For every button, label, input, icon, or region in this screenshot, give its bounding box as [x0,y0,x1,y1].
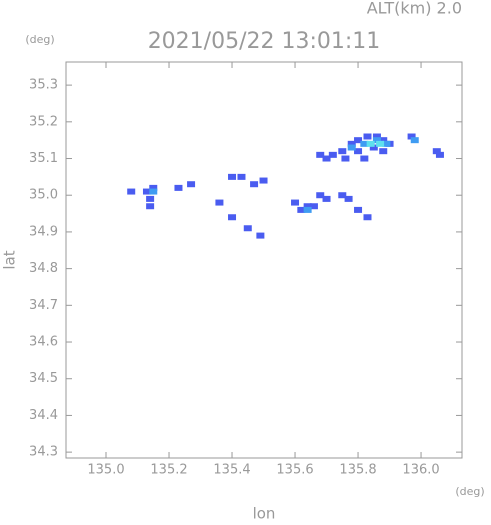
echo-cell [338,192,347,199]
echo-cell [372,133,381,140]
echo-cell [328,151,337,158]
echo-cell [303,203,312,210]
echo-cell [341,155,350,162]
echo-cell [322,155,331,162]
y-tick-label: 34.9 [29,224,58,239]
echo-cell [127,188,136,195]
chart-title: 2021/05/22 13:01:11 [148,29,381,54]
echo-cell [347,144,356,151]
y-tick-label: 35.2 [29,114,58,129]
echo-cell [432,148,441,155]
echo-cell [297,206,306,213]
echo-cell [376,140,385,147]
echo-cell [174,184,183,191]
echo-cell [435,151,444,158]
plot-frame [65,61,463,459]
echo-cell [149,184,158,191]
echo-cell [237,173,246,180]
echo-cell [142,188,151,195]
echo-cell [309,203,318,210]
echo-cell [354,137,363,144]
y-tick-label: 34.6 [29,335,58,350]
echo-cell [379,137,388,144]
y-tick-label: 35.1 [29,151,58,166]
echo-cell [360,155,369,162]
echo-cell [259,177,268,184]
y-unit: (deg) [25,33,54,46]
echo-cell [322,195,331,202]
x-tick-label: 135.0 [87,463,124,478]
x-tick-label: 135.8 [339,463,376,478]
echo-cell [372,137,381,144]
echo-cell [215,199,224,206]
echo-cell [369,144,378,151]
echo-cell [228,173,237,180]
echo-cell [363,214,372,221]
x-tick-label: 135.4 [213,463,250,478]
echo-cell [363,133,372,140]
y-axis-label: lat [1,250,19,269]
echo-cell [354,148,363,155]
echo-cell [146,195,155,202]
x-axis-label: lon [253,505,276,522]
echo-cell [407,133,416,140]
altitude-label: ALT(km) 2.0 [367,0,462,18]
y-tick-label: 34.8 [29,261,58,276]
y-tick-label: 34.7 [29,298,58,313]
echo-cell [316,151,325,158]
echo-cell [228,214,237,221]
echo-cell [187,181,196,188]
y-tick-label: 35.0 [29,188,58,203]
x-tick-label: 136.0 [402,463,439,478]
echo-cell [316,192,325,199]
echo-cell [347,140,356,147]
echo-cell [243,225,252,232]
echo-cell [360,140,369,147]
x-tick-label: 135.2 [150,463,187,478]
echo-cell [303,206,312,213]
echo-cell [344,195,353,202]
y-tick-label: 35.3 [29,78,58,93]
echo-cell [379,148,388,155]
echo-cell [338,148,347,155]
x-tick-label: 135.6 [276,463,313,478]
y-tick-label: 34.4 [29,408,58,423]
y-tick-label: 34.5 [29,371,58,386]
echo-cell [366,140,375,147]
echo-cell [382,140,391,147]
echo-cell [256,232,265,239]
echo-cell [410,137,419,144]
echo-cell [250,181,259,188]
echo-cell [146,203,155,210]
echo-cell [149,188,158,195]
echo-cell [291,199,300,206]
y-tick-label: 34.3 [29,445,58,460]
x-unit: (deg) [455,485,484,498]
echo-cell [354,206,363,213]
